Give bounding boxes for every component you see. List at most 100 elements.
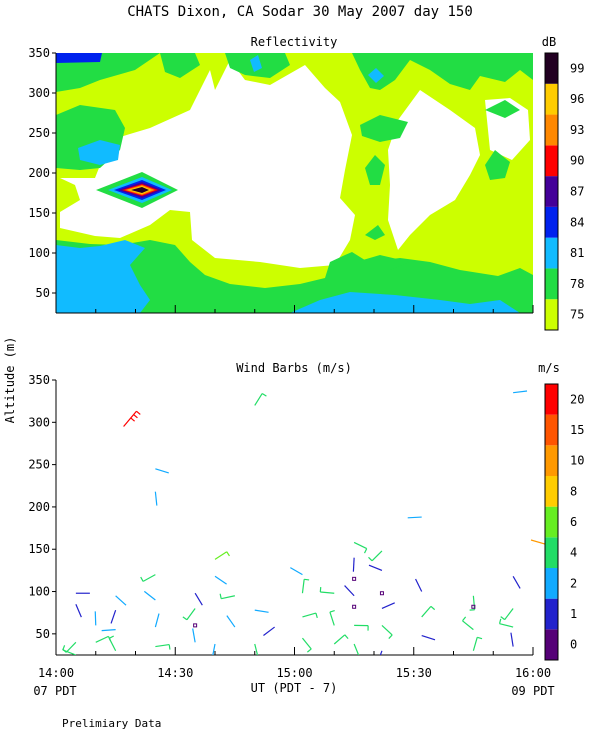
wind-colorbar-label: 6 bbox=[570, 515, 577, 529]
wind-barb bbox=[101, 629, 116, 632]
wind-barb bbox=[379, 650, 383, 655]
wind-barb bbox=[472, 636, 483, 651]
level-81-west-upper bbox=[78, 140, 120, 165]
reflectivity-y-tick-label: 200 bbox=[28, 166, 50, 180]
wind-barb bbox=[415, 578, 423, 592]
wind-barb bbox=[154, 491, 158, 506]
reflectivity-y-tick-label: 300 bbox=[28, 86, 50, 100]
wind-barb bbox=[333, 634, 349, 645]
wind-barb bbox=[354, 624, 369, 631]
reflectivity-axes: 50 100 150 200 250 300 350 bbox=[28, 46, 534, 314]
wind-barb bbox=[155, 643, 171, 650]
level-81-patch bbox=[368, 68, 384, 83]
wind-y-tick-label: 100 bbox=[28, 585, 50, 599]
reflectivity-colorbar-label: 93 bbox=[570, 123, 584, 137]
reflectivity-colorbar-label: 96 bbox=[570, 92, 584, 106]
wind-barb bbox=[214, 551, 230, 560]
wind-colorbar-swatch bbox=[545, 629, 558, 660]
wind-barb bbox=[512, 576, 521, 589]
wind-barb bbox=[500, 608, 514, 621]
level-78-center-east bbox=[360, 115, 408, 142]
wind-barb bbox=[381, 602, 395, 610]
wind-y-tick-label: 250 bbox=[28, 458, 50, 472]
wind-barb bbox=[155, 468, 169, 474]
wind-y-tick-label: 50 bbox=[36, 627, 50, 641]
wind-barb bbox=[254, 609, 269, 613]
reflectivity-y-tick-label: 250 bbox=[28, 126, 50, 140]
wind-barb bbox=[110, 609, 117, 624]
reflectivity-colorbar-frame bbox=[544, 52, 559, 331]
wind-barb bbox=[513, 390, 528, 394]
wind-barb bbox=[182, 608, 196, 621]
wind-barb bbox=[421, 605, 436, 618]
wind-barb bbox=[319, 586, 335, 594]
reflectivity-y-tick-label: 100 bbox=[28, 246, 50, 260]
reflectivity-colorbar-swatch bbox=[545, 53, 558, 84]
reflectivity-colorbar-swatch bbox=[545, 145, 558, 177]
level-below-75-region bbox=[60, 60, 355, 268]
reflectivity-colorbar-swatch bbox=[545, 299, 558, 330]
reflectivity-colorbar: 75 78 81 84 87 90 93 96 99 bbox=[544, 52, 584, 331]
reflectivity-colorbar-swatch bbox=[545, 83, 558, 115]
level-below-75-east bbox=[388, 90, 480, 250]
footnote: Prelimiary Data bbox=[62, 717, 161, 730]
wind-y-tick-label: 300 bbox=[28, 415, 50, 429]
reflectivity-colorbar-label: 84 bbox=[570, 215, 584, 229]
wind-barb bbox=[301, 578, 310, 594]
wind-y-tick-label: 150 bbox=[28, 542, 50, 556]
x-tick-label: 14:00 bbox=[38, 666, 74, 680]
wind-colorbar-swatch bbox=[545, 598, 558, 630]
wind-barb bbox=[353, 643, 360, 655]
reflectivity-colorbar-swatch bbox=[545, 206, 558, 238]
wind-barb bbox=[115, 595, 127, 606]
wind-barb bbox=[407, 516, 422, 519]
reflectivity-colorbar-unit: dB bbox=[542, 35, 556, 49]
wind-barb bbox=[254, 393, 267, 406]
level-84-north-west bbox=[56, 53, 102, 63]
reflectivity-colorbar-label: 90 bbox=[570, 154, 584, 168]
wind-y-tick-label: 200 bbox=[28, 500, 50, 514]
reflectivity-colorbar-label: 87 bbox=[570, 185, 584, 199]
wind-barbs-axes: 50 100 150 200 250 300 350 bbox=[28, 373, 534, 656]
wind-barb bbox=[329, 609, 335, 626]
reflectivity-colorbar-swatch bbox=[545, 176, 558, 207]
wind-barb bbox=[95, 635, 112, 643]
altitude-axis-label: Altitude (m) bbox=[3, 337, 17, 424]
level-99-core bbox=[131, 187, 149, 193]
wind-barb bbox=[194, 592, 203, 606]
wind-barb bbox=[254, 643, 259, 655]
wind-barb bbox=[381, 624, 393, 639]
wind-colorbar-swatch bbox=[545, 445, 558, 476]
wind-barb bbox=[352, 557, 355, 572]
wind-barb bbox=[302, 612, 318, 619]
level-78-far-east-mid bbox=[485, 100, 520, 118]
wind-barb bbox=[379, 591, 384, 596]
wind-barb bbox=[498, 618, 514, 628]
wind-barb bbox=[214, 575, 227, 585]
reflectivity-colorbar-label: 75 bbox=[570, 308, 584, 322]
wind-colorbar-unit: m/s bbox=[538, 361, 560, 375]
wind-colorbar-swatch bbox=[545, 506, 558, 538]
level-78-east-patch bbox=[365, 155, 385, 185]
x-tick-label: 14:30 bbox=[157, 666, 193, 680]
reflectivity-y-tick-label: 150 bbox=[28, 206, 50, 220]
wind-barb bbox=[143, 590, 156, 601]
wind-barbs-layer bbox=[62, 390, 533, 655]
level-78-north-center bbox=[160, 53, 200, 78]
wind-colorbar-label: 1 bbox=[570, 607, 577, 621]
wind-barb bbox=[344, 585, 355, 597]
reflectivity-y-tick-label: 50 bbox=[36, 286, 50, 300]
wind-barb bbox=[140, 574, 156, 582]
x-axis-label: UT (PDT - 7) bbox=[251, 681, 338, 695]
level-81-south-west bbox=[56, 240, 150, 313]
wind-colorbar-swatch bbox=[545, 476, 558, 507]
reflectivity-title: Reflectivity bbox=[251, 35, 338, 49]
wind-y-tick-label: 350 bbox=[28, 373, 50, 387]
wind-colorbar-label: 8 bbox=[570, 484, 577, 498]
wind-barb bbox=[462, 616, 474, 631]
reflectivity-colorbar-swatch bbox=[545, 268, 558, 300]
wind-colorbar-label: 15 bbox=[570, 423, 584, 437]
wind-colorbar-label: 4 bbox=[570, 546, 577, 560]
reflectivity-colorbar-label: 78 bbox=[570, 277, 584, 291]
wind-barb bbox=[108, 635, 117, 652]
